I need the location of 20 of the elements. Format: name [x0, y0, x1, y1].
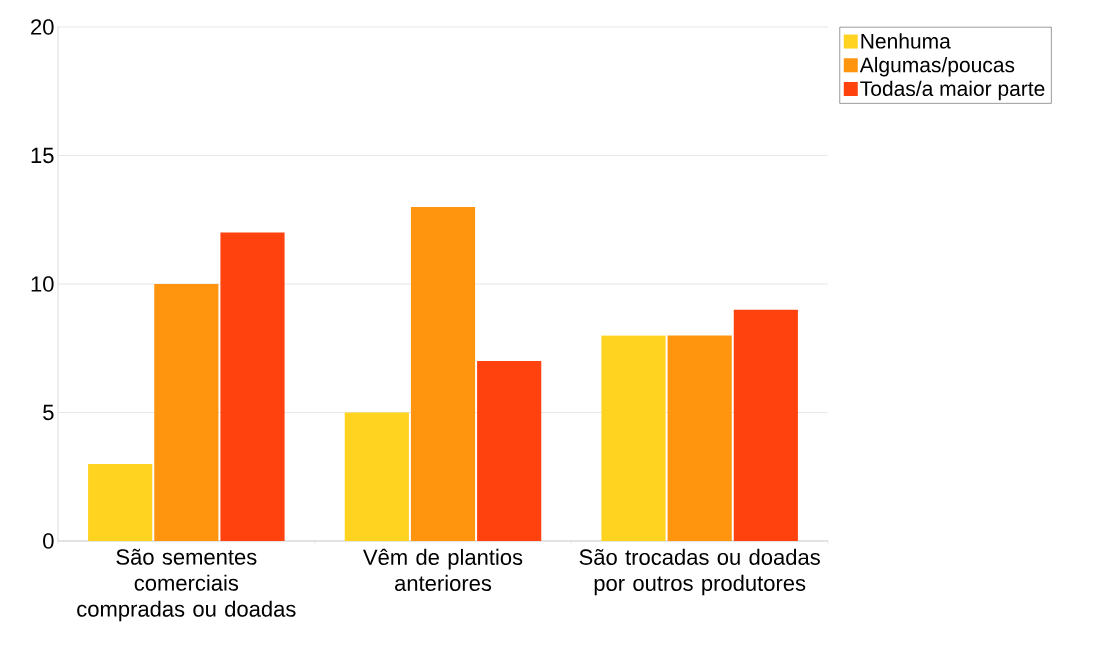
bar: [220, 232, 285, 541]
bar: [667, 335, 732, 541]
bar: [154, 284, 219, 541]
y-tick-label: 15: [31, 147, 54, 164]
bar: [344, 412, 409, 541]
x-tick-label: São trocadas ou doadas por outros produtores: [579, 548, 820, 596]
x-tick-label: São sementes comerciais compradas ou doadas: [77, 548, 296, 622]
legend-label: Nenhuma: [861, 33, 951, 49]
y-tick-label: 20: [31, 19, 54, 35]
bar: [477, 361, 542, 541]
y-tick-label: 5: [43, 404, 54, 421]
x-tick-label: Vêm de plantios anteriores: [363, 548, 523, 592]
bar: [410, 206, 476, 541]
legend-label: Todas/a maior parte: [860, 80, 1045, 101]
bar: [88, 463, 153, 541]
bar: [601, 335, 666, 541]
bar: [733, 309, 798, 541]
y-tick-label: 0: [43, 533, 54, 549]
legend-label: Algumas/poucas: [859, 56, 1015, 77]
y-tick-label: 10: [31, 276, 54, 292]
